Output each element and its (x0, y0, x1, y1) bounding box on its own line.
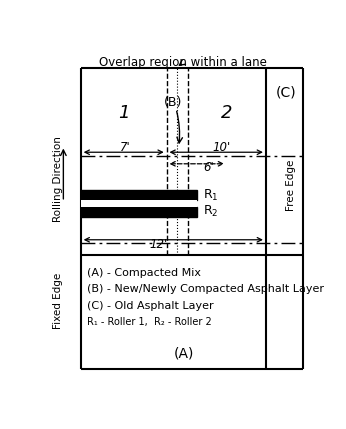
Text: R₁ - Roller 1,  R₂ - Roller 2: R₁ - Roller 1, R₂ - Roller 2 (88, 317, 212, 327)
Text: 2: 2 (221, 103, 233, 121)
Text: 10': 10' (212, 141, 231, 154)
Text: Overlap region within a lane: Overlap region within a lane (99, 57, 267, 69)
Text: 1: 1 (118, 103, 129, 121)
Text: 7': 7' (120, 141, 130, 154)
Bar (81, 207, 198, 217)
Text: (B): (B) (164, 96, 182, 109)
Text: R$_1$: R$_1$ (203, 187, 218, 203)
Text: 12': 12' (149, 238, 168, 251)
Bar (81, 200, 198, 207)
Text: Rolling Direction: Rolling Direction (53, 136, 63, 222)
Text: (A): (A) (174, 347, 194, 361)
Text: Free Edge: Free Edge (286, 160, 296, 211)
Bar (81, 190, 198, 200)
Text: (B) - New/Newly Compacted Asphalt Layer: (B) - New/Newly Compacted Asphalt Layer (88, 284, 325, 294)
Text: R$_2$: R$_2$ (203, 204, 218, 219)
Text: (C): (C) (276, 86, 296, 100)
Text: (C) - Old Asphalt Layer: (C) - Old Asphalt Layer (88, 301, 214, 311)
Text: (A) - Compacted Mix: (A) - Compacted Mix (88, 268, 201, 278)
Text: 6': 6' (203, 161, 213, 174)
Text: Fixed Edge: Fixed Edge (53, 273, 63, 329)
